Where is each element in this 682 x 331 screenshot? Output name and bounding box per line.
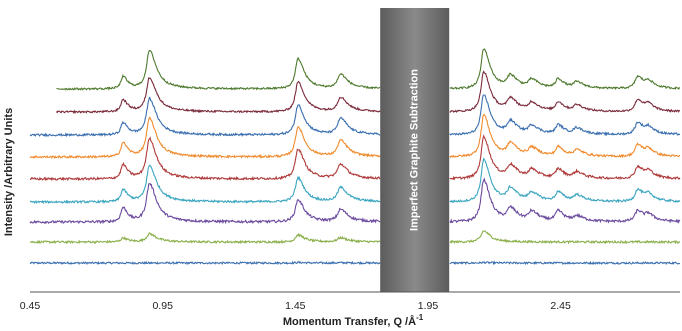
series-line-1 [29,260,681,266]
excluded-region-label: Imperfect Graphite Subtraction [409,69,421,231]
x-axis-title-main: Momentum Transfer, Q /Å [283,315,416,328]
series-layer [29,48,681,266]
x-tick-label: 0.95 [152,300,173,312]
x-tick-label: 2.45 [550,300,571,312]
x-axis-title-superscript: -1 [416,313,424,322]
series-line-4 [29,157,681,205]
excluded-region: Imperfect Graphite Subtraction [380,8,450,292]
x-tick-label: 0.45 [20,300,41,312]
series-line-6 [29,113,681,160]
series-line-8 [56,70,681,115]
x-tick-label: 1.95 [418,300,439,312]
series-line-5 [29,134,681,182]
y-axis-title: Intensity /Arbitrary Units [3,108,15,236]
x-tick-labels: 0.45 0.95 1.45 1.95 2.45 [20,300,571,312]
series-line-3 [29,177,681,225]
series-line-7 [29,94,681,138]
series-line-9 [56,48,680,91]
excluded-region-band [380,8,450,292]
x-axis-title: Momentum Transfer, Q /Å-1 [283,313,424,328]
x-tick-label: 1.45 [285,300,306,312]
series-line-2 [29,230,681,245]
